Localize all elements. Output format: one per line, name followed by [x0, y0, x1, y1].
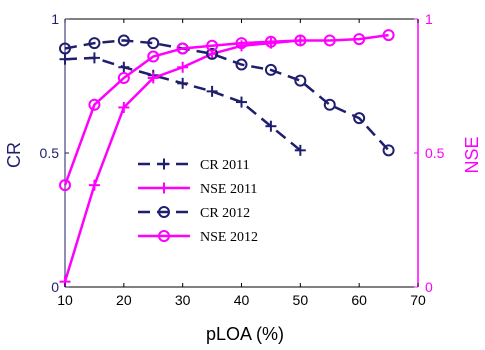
data-point-nse-2012	[235, 37, 248, 50]
left-y-tick-label: 0.5	[40, 145, 60, 161]
data-point-cr-2011	[177, 77, 189, 89]
series-line-nse-2011	[63, 39, 301, 283]
legend-label: NSE 2012	[200, 230, 258, 245]
right-y-tick-label: 0.5	[425, 145, 445, 161]
series-nse-2011	[59, 34, 306, 288]
data-point-cr-2012	[147, 37, 160, 50]
data-point-nse-2012	[206, 39, 219, 52]
legend-marker	[158, 206, 170, 218]
data-point-cr-2011	[118, 61, 130, 73]
legend-marker	[158, 158, 170, 170]
data-point-cr-2012	[235, 58, 248, 71]
x-tick-label: 40	[234, 292, 250, 308]
legend-label: CR 2012	[200, 206, 250, 221]
data-point-nse-2012	[264, 35, 277, 48]
data-point-nse-2012	[176, 42, 189, 55]
x-tick-label: 60	[351, 292, 367, 308]
data-point-cr-2012	[323, 98, 336, 111]
data-point-cr-2011	[206, 85, 218, 97]
legend-item-nse-2011: NSE 2011	[138, 182, 257, 197]
legend-label: NSE 2011	[200, 182, 257, 197]
legend-label: CR 2011	[200, 158, 250, 173]
data-point-cr-2011	[88, 52, 100, 64]
legend-marker	[158, 230, 170, 242]
legend-marker	[158, 182, 170, 194]
data-point-nse-2011	[118, 101, 130, 113]
left-y-tick-label: 1	[51, 11, 59, 27]
data-point-nse-2012	[382, 29, 395, 42]
data-point-nse-2012	[88, 98, 101, 111]
left-axis-title: CR	[4, 142, 24, 168]
data-point-nse-2012	[147, 50, 160, 63]
data-point-cr-2012	[206, 47, 219, 60]
x-axis-title: pLOA (%)	[206, 324, 284, 344]
x-tick-label: 70	[410, 292, 426, 308]
data-point-cr-2011	[59, 53, 71, 65]
legend-item-cr-2011: CR 2011	[138, 158, 250, 173]
x-tick-label: 50	[293, 292, 309, 308]
left-y-tick-label: 0	[51, 279, 59, 295]
series-cr-2012	[59, 34, 395, 157]
data-point-nse-2012	[59, 179, 71, 192]
data-point-cr-2012	[264, 63, 277, 76]
data-point-nse-2012	[353, 33, 366, 46]
legend-item-nse-2012: NSE 2012	[138, 230, 258, 245]
series-nse-2012	[59, 29, 395, 192]
legend: CR 2011 NSE 2011 CR 2012 NSE 2012	[138, 158, 258, 245]
data-point-cr-2012	[382, 144, 395, 157]
data-point-cr-2012	[294, 74, 307, 87]
data-point-nse-2012	[323, 34, 336, 47]
data-point-nse-2011	[177, 61, 189, 73]
data-point-cr-2011	[294, 144, 306, 156]
x-tick-label: 20	[116, 292, 132, 308]
right-y-tick-label: 0	[425, 279, 433, 295]
data-point-nse-2012	[294, 34, 307, 47]
x-tick-label: 30	[175, 292, 191, 308]
x-tick-label: 10	[57, 292, 73, 308]
right-axis-title: NSE	[462, 136, 482, 173]
legend-item-cr-2012: CR 2012	[138, 206, 250, 221]
data-point-cr-2012	[59, 42, 71, 55]
data-point-cr-2011	[265, 120, 277, 132]
data-point-nse-2012	[117, 71, 130, 84]
right-y-tick-label: 1	[425, 11, 433, 27]
data-point-nse-2011	[88, 179, 100, 191]
data-point-cr-2012	[353, 112, 366, 125]
data-point-cr-2012	[117, 34, 130, 47]
data-point-cr-2011	[236, 96, 247, 108]
series-layer	[59, 29, 395, 288]
data-point-cr-2012	[88, 37, 101, 50]
data-point-nse-2011	[147, 72, 159, 84]
